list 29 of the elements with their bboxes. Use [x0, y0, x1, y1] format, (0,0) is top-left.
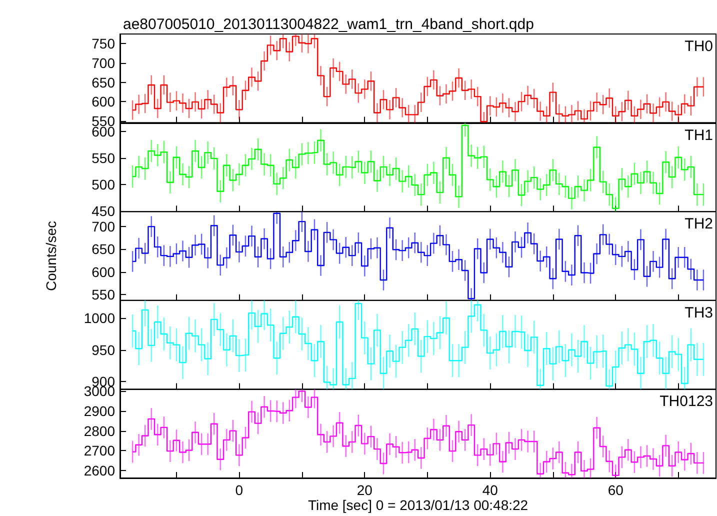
y-tick-label: 2700 [84, 442, 116, 459]
y-tick-label: 2600 [84, 462, 116, 478]
series-label: TH2 [684, 216, 714, 233]
y-tick-label: 650 [92, 241, 116, 258]
text: TH0 [684, 38, 714, 55]
x-tick-label: 40 [482, 482, 498, 498]
y-tick-label: 2800 [84, 422, 116, 439]
y-tick-label: 550 [92, 150, 116, 166]
y-tick-label: 450 [92, 203, 116, 220]
y-tick-label: 950 [92, 342, 116, 358]
y-tick-label: 750 [92, 36, 116, 52]
x-axis-title: Time [sec] 0 = 2013/01/13 00:48:22 [308, 496, 528, 513]
y-tick-label: 550 [92, 286, 116, 303]
x-tick-label: 60 [608, 482, 624, 498]
series-label: TH1 [684, 126, 714, 144]
y-axis-title: Counts/sec [43, 220, 59, 292]
x-tick-label: 20 [356, 482, 373, 498]
y-tick-label: 500 [92, 176, 116, 192]
text: TH0123 [660, 393, 714, 410]
y-tick-label: 2900 [84, 403, 116, 420]
y-tick-label: 600 [92, 94, 116, 110]
y-tick-label: 700 [92, 218, 116, 235]
y-tick-label: 1000 [84, 310, 116, 326]
x-tick-label: 0 [235, 482, 244, 498]
chart-title: ae807005010_20130113004822_wam1_trn_4band_short.qdp [123, 16, 534, 33]
series-label: TH3 [684, 304, 714, 322]
y-tick-label: 600 [92, 264, 116, 280]
y-tick-label: 650 [92, 74, 116, 90]
y-tick-label: 700 [92, 54, 116, 71]
